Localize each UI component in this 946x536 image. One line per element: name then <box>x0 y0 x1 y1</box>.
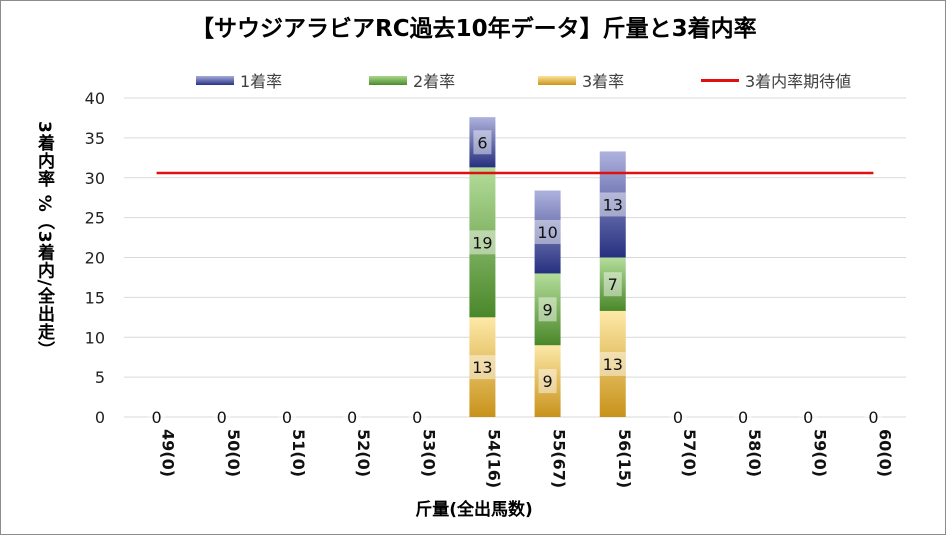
y-tick-label: 5 <box>95 368 105 387</box>
data-label-3rd: 0 <box>868 408 878 427</box>
data-label-3rd: 0 <box>347 408 357 427</box>
y-tick-label: 15 <box>85 288 105 307</box>
y-tick-label: 40 <box>85 89 105 108</box>
y-tick-label: 0 <box>95 408 105 427</box>
x-tick-label: 51(0) <box>289 429 308 477</box>
x-tick-label: 50(0) <box>224 429 243 477</box>
data-label-3rd: 0 <box>282 408 292 427</box>
data-label-3rd: 9 <box>542 372 552 391</box>
data-label-3rd: 0 <box>412 408 422 427</box>
data-label-2nd: 9 <box>542 300 552 319</box>
x-tick-label: 59(0) <box>810 429 829 477</box>
data-label-2nd: 19 <box>472 233 492 252</box>
data-label-3rd: 0 <box>803 408 813 427</box>
data-label-1st: 10 <box>537 223 557 242</box>
data-label-3rd: 13 <box>603 355 623 374</box>
x-tick-label: 58(0) <box>745 429 764 477</box>
x-tick-label: 56(15) <box>615 429 634 488</box>
chart-frame: 【サウジアラビアRC過去10年データ】斤量と3着内率 1着率 2着率 3着率 3… <box>0 0 946 535</box>
data-label-3rd: 0 <box>151 408 161 427</box>
data-label-2nd: 7 <box>608 275 618 294</box>
data-label-1st: 6 <box>477 133 487 152</box>
data-label-3rd: 0 <box>738 408 748 427</box>
data-label-3rd: 0 <box>673 408 683 427</box>
x-tick-label: 52(0) <box>354 429 373 477</box>
x-tick-label: 53(0) <box>419 429 438 477</box>
x-tick-label: 57(0) <box>680 429 699 477</box>
x-tick-label: 49(0) <box>159 429 178 477</box>
y-tick-label: 20 <box>85 249 105 268</box>
y-tick-label: 25 <box>85 209 105 228</box>
y-tick-label: 35 <box>85 129 105 148</box>
data-label-3rd: 13 <box>472 358 492 377</box>
plot-area: 0 0 0 0 0 13 19 6 9 9 10 13 7 13 0 0 0 0 0 5 10 15 20 25 30 35 40… <box>1 1 946 536</box>
data-label-1st: 13 <box>603 195 623 214</box>
x-tick-label: 54(16) <box>484 429 503 488</box>
data-label-3rd: 0 <box>217 408 227 427</box>
y-tick-label: 10 <box>85 328 105 347</box>
y-tick-label: 30 <box>85 169 105 188</box>
x-tick-label: 55(67) <box>550 429 569 488</box>
x-tick-label: 60(0) <box>875 429 894 477</box>
